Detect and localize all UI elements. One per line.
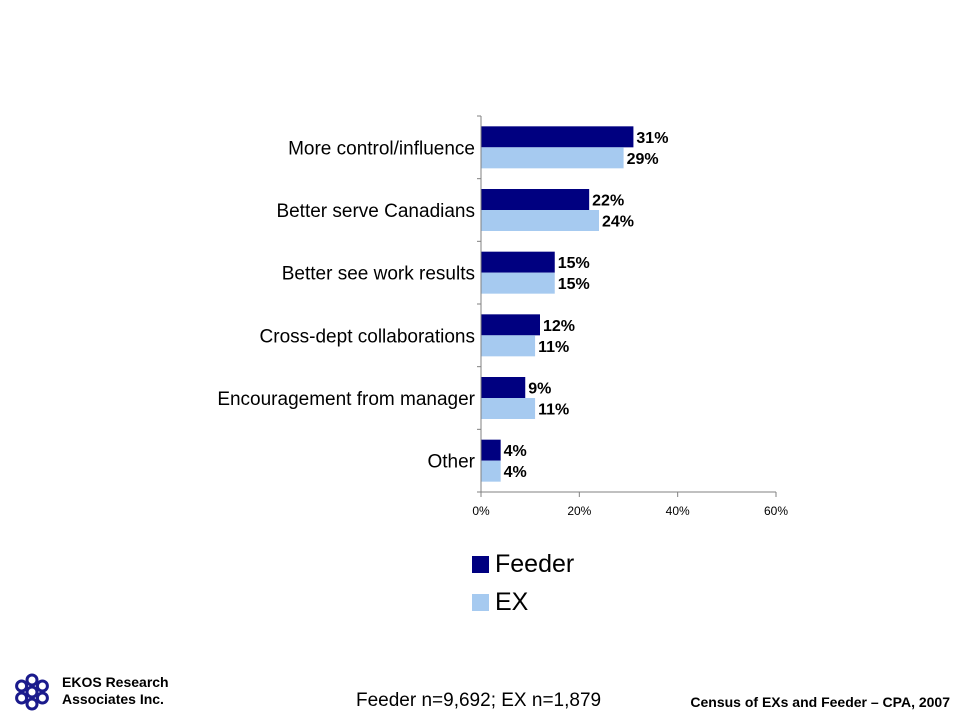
value-label-feeder-4: 12% bbox=[543, 318, 575, 335]
bar-feeder-1 bbox=[481, 126, 634, 148]
bar-feeder-4 bbox=[481, 314, 540, 336]
value-label-ex-5: 11% bbox=[538, 402, 569, 419]
company-name-line2: Associates Inc. bbox=[62, 691, 164, 707]
value-label-ex-4: 11% bbox=[538, 339, 569, 356]
bar-ex-4 bbox=[481, 335, 536, 357]
axes: 0% 20% 40% 60% bbox=[472, 115, 788, 518]
value-label-feeder-3: 15% bbox=[558, 255, 590, 272]
bars-layer bbox=[481, 126, 634, 482]
category-label-5: Encouragement from manager bbox=[217, 389, 475, 410]
value-label-ex-3: 15% bbox=[558, 276, 590, 293]
sample-size-note: Feeder n=9,692; EX n=1,879 bbox=[356, 690, 602, 711]
bar-ex-3 bbox=[481, 272, 555, 294]
bar-ex-6 bbox=[481, 460, 501, 482]
x-tick-label-3: 60% bbox=[764, 504, 788, 518]
x-tick-label-2: 40% bbox=[666, 504, 690, 518]
bar-feeder-5 bbox=[481, 377, 526, 398]
value-label-ex-6: 4% bbox=[504, 464, 527, 481]
value-label-feeder-1: 31% bbox=[636, 130, 668, 147]
category-label-4: Cross-dept collaborations bbox=[260, 326, 475, 347]
bar-feeder-3 bbox=[481, 251, 555, 273]
legend: Feeder EX bbox=[472, 545, 574, 621]
company-name-line1: EKOS Research bbox=[62, 674, 169, 690]
bar-feeder-2 bbox=[481, 189, 590, 210]
x-tick-label-0: 0% bbox=[472, 504, 490, 518]
legend-item-feeder: Feeder bbox=[472, 545, 574, 583]
bar-ex-1 bbox=[481, 147, 624, 169]
x-tick-label-1: 20% bbox=[567, 504, 591, 518]
category-label-1: More control/influence bbox=[288, 138, 475, 159]
category-label-2: Better serve Canadians bbox=[276, 201, 475, 222]
bar-feeder-6 bbox=[481, 439, 501, 461]
value-label-feeder-2: 22% bbox=[592, 193, 624, 210]
value-label-feeder-5: 9% bbox=[528, 381, 551, 398]
category-label-6: Other bbox=[427, 452, 475, 473]
category-label-3: Better see work results bbox=[282, 264, 475, 285]
legend-item-ex: EX bbox=[472, 583, 574, 621]
legend-swatch-ex bbox=[472, 593, 489, 611]
bar-ex-5 bbox=[481, 398, 536, 419]
ekos-logo-icon bbox=[15, 673, 49, 711]
company-name: EKOS Research Associates Inc. bbox=[62, 674, 169, 708]
legend-label-ex: EX bbox=[495, 587, 529, 616]
legend-label-feeder: Feeder bbox=[495, 549, 575, 578]
value-label-ex-2: 24% bbox=[602, 214, 634, 231]
bar-ex-2 bbox=[481, 210, 599, 231]
labels-layer: 31% 29% More control/influence 22% 24% Better… bbox=[217, 130, 668, 481]
legend-swatch-feeder bbox=[472, 555, 489, 573]
source-note: Census of EXs and Feeder – CPA, 2007 bbox=[690, 694, 950, 710]
value-label-feeder-6: 4% bbox=[504, 443, 527, 460]
value-label-ex-1: 29% bbox=[627, 151, 659, 168]
